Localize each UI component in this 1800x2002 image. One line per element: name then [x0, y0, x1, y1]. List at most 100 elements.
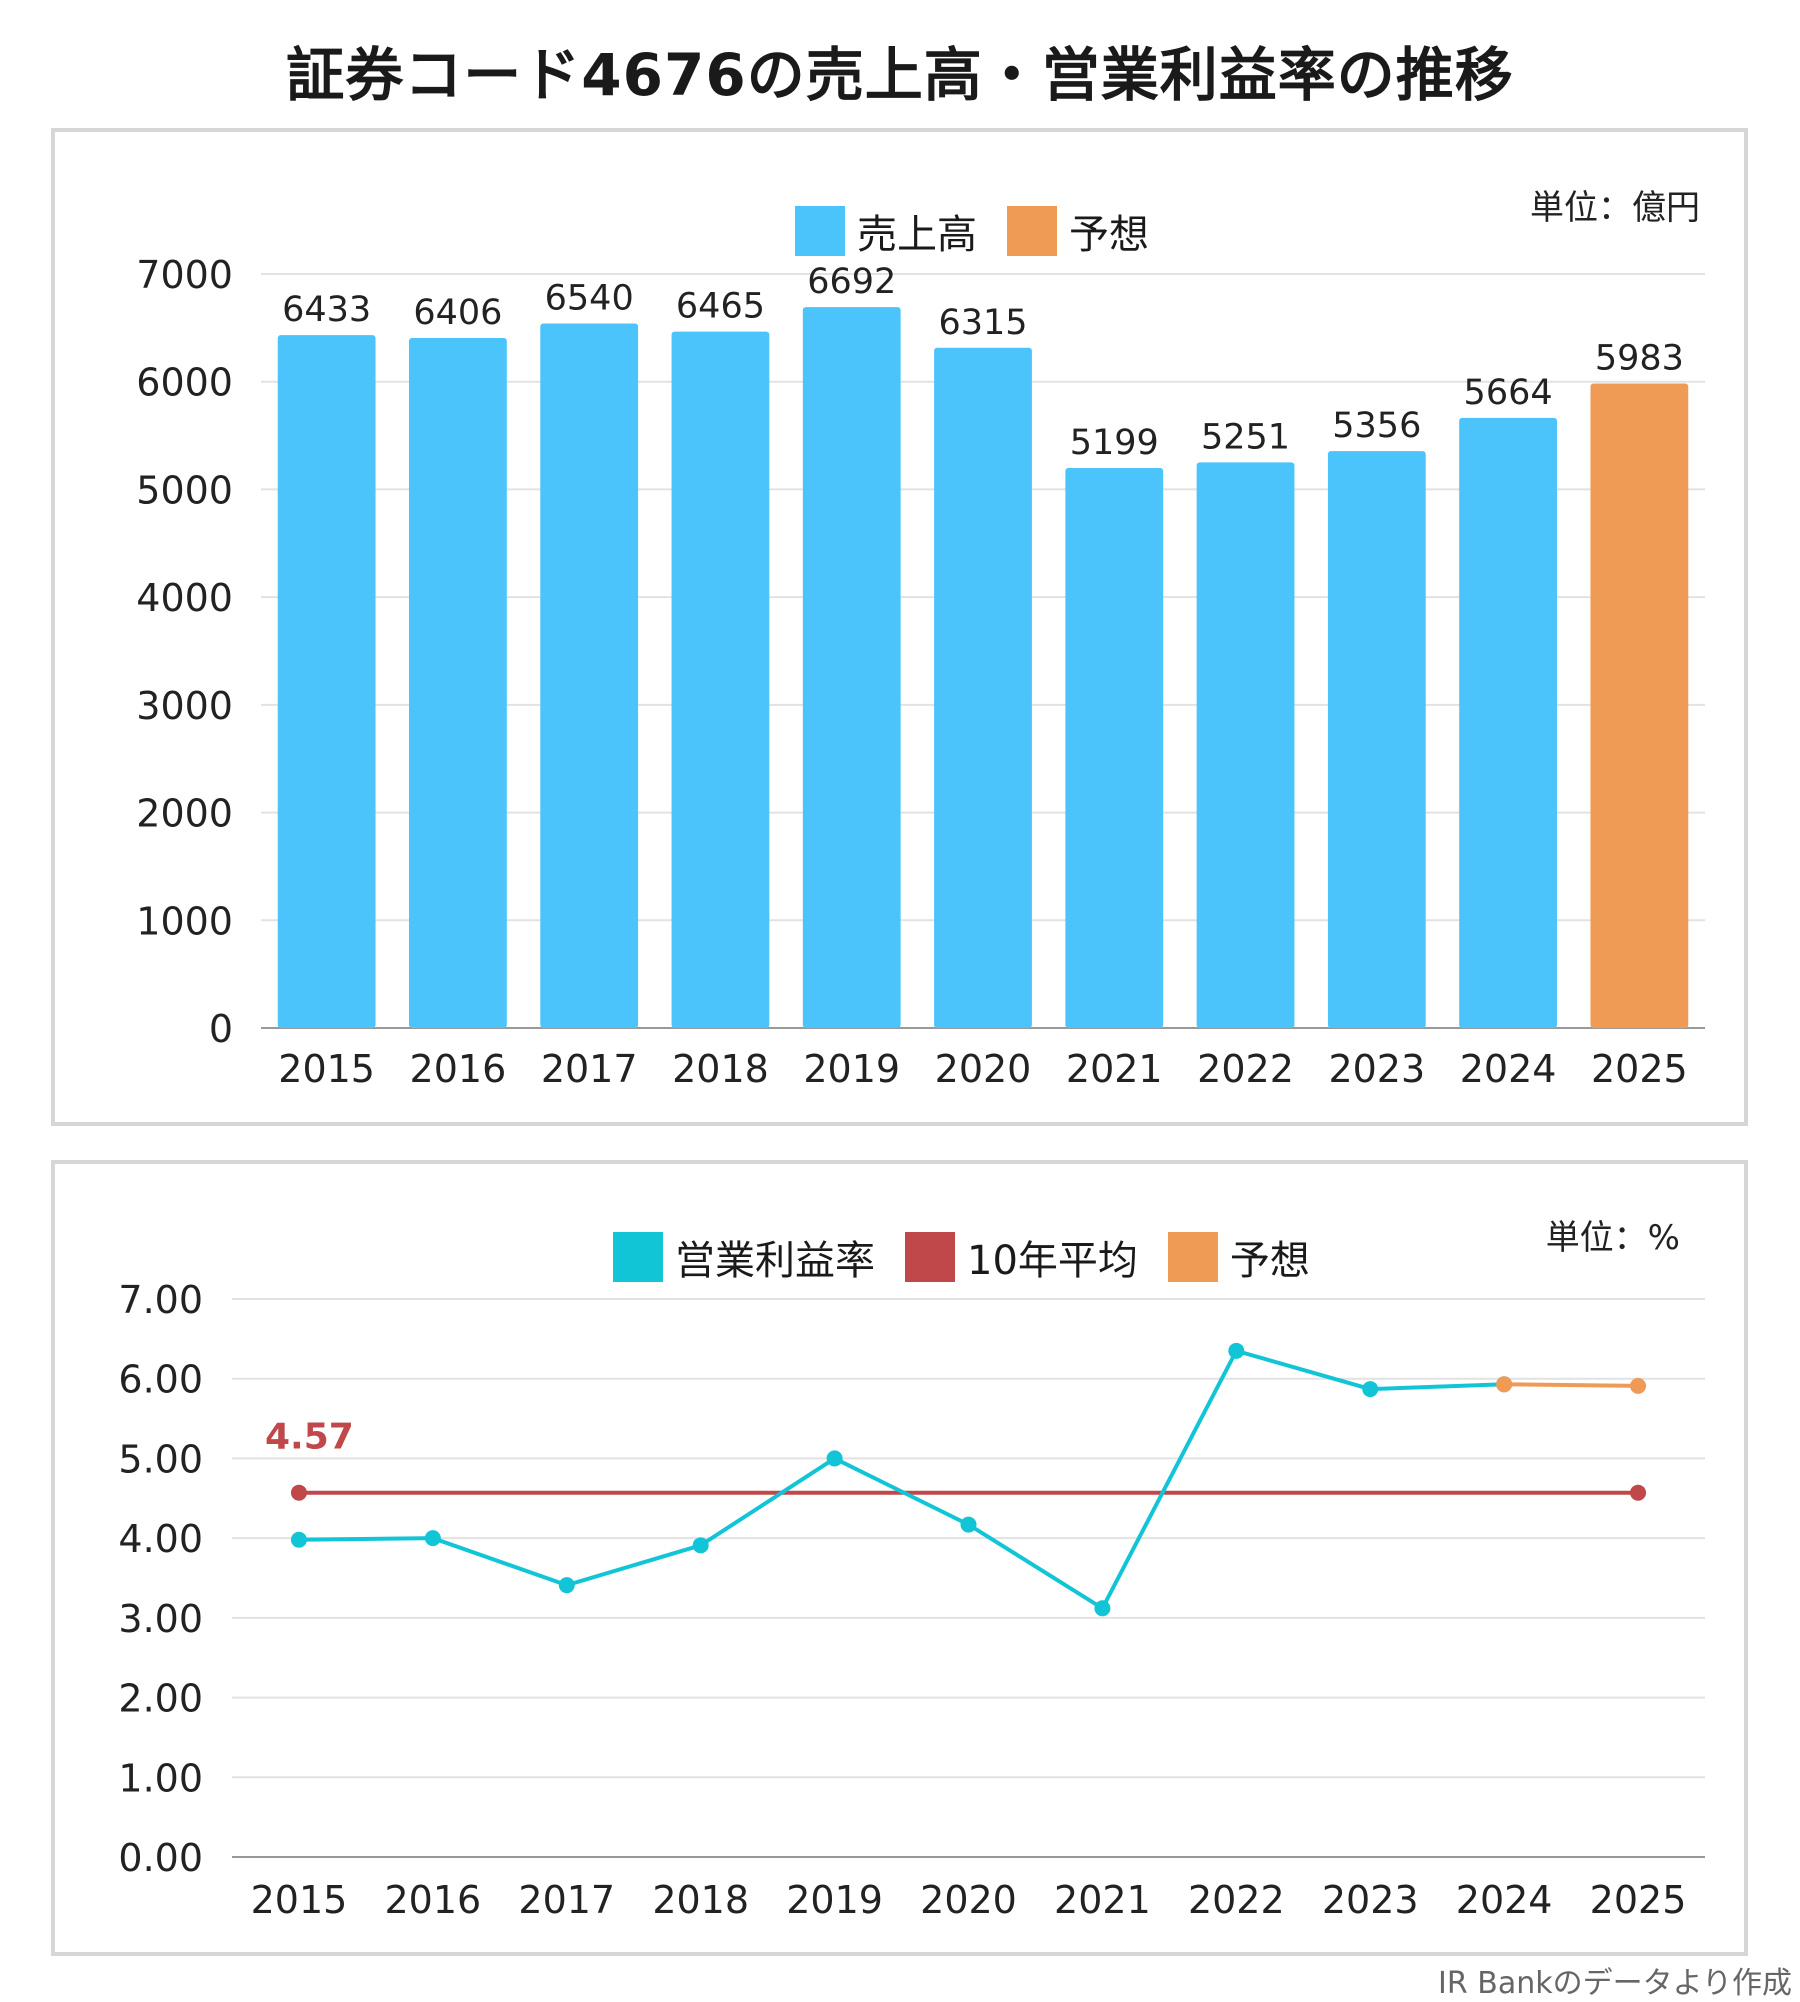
legend-label-average: 10年平均: [967, 1238, 1138, 1284]
x-tick-label: 2019: [786, 1878, 883, 1922]
y-tick-label: 4.00: [118, 1517, 203, 1561]
bar-value-label: 5983: [1595, 339, 1684, 379]
legend-label-forecast: 予想: [1069, 212, 1149, 258]
bar-value-label: 5199: [1070, 423, 1159, 463]
bar: [409, 337, 507, 1028]
sales-bar-chart: 0 1000 2000 3000 4000 5000 6000 7000 6433 2015 640…: [136, 253, 1705, 1091]
y-tick-label: 1000: [136, 899, 233, 943]
x-tick-label: 2023: [1322, 1878, 1419, 1922]
bar: [540, 323, 639, 1028]
bar-value-label: 6406: [413, 293, 502, 333]
chart-title: 証券コード4676の売上高・営業利益率の推移: [286, 41, 1514, 109]
bar: [802, 307, 901, 1028]
source-credit: IR Bankのデータより作成: [1438, 1966, 1792, 2001]
margin-line-chart: 0.00 1.00 2.00 3.00 4.00 5.00 6.00 7.00 2015 2016…: [118, 1278, 1705, 1922]
bar-value-label: 5356: [1332, 406, 1421, 446]
x-tick-label: 2020: [920, 1878, 1017, 1922]
y-tick-label: 7000: [136, 253, 233, 297]
legend-label-margin: 営業利益率: [675, 1238, 875, 1284]
legend-label-sales: 売上高: [857, 212, 977, 258]
y-tick-label: 0.00: [118, 1836, 203, 1880]
legend-label-forecast-line: 予想: [1229, 1238, 1310, 1284]
legend-swatch-forecast: [1007, 206, 1057, 256]
x-tick-label: 2021: [1066, 1047, 1163, 1091]
bar: [671, 331, 770, 1028]
bar: [1459, 417, 1557, 1029]
data-point: [558, 1577, 575, 1594]
x-tick-label: 2018: [672, 1047, 769, 1091]
y-tick-label: 3000: [136, 684, 233, 728]
data-point: [290, 1484, 307, 1501]
margin-chart-panel: 営業利益率 10年平均 予想 単位：% 0.00 1.00 2.00 3.00 4.00…: [51, 1160, 1748, 1956]
series-line-forecast: [1504, 1382, 1639, 1388]
y-tick-label: 0: [209, 1007, 233, 1051]
legend-item-forecast-line: 予想: [1167, 1228, 1310, 1286]
legend-swatch-sales: [795, 206, 845, 256]
bar-value-label: 5664: [1464, 373, 1553, 413]
y-tick-label: 6.00: [118, 1358, 203, 1402]
x-tick-label: 2017: [518, 1878, 615, 1922]
x-tick-label: 2022: [1197, 1047, 1294, 1091]
x-tick-label: 2024: [1460, 1047, 1557, 1091]
data-point: [424, 1530, 441, 1547]
data-point: [826, 1450, 843, 1467]
data-point: [290, 1531, 307, 1548]
y-tick-label: 5000: [136, 468, 233, 512]
x-tick-label: 2022: [1188, 1878, 1285, 1922]
sales-chart-panel: 売上高 予想 単位：億円 0 1000 2000 3000 4000 5000 6000 70…: [51, 128, 1748, 1126]
bar: [1327, 451, 1426, 1028]
sales-legend: 売上高 予想: [795, 202, 1179, 260]
series-line-margin: [298, 1348, 1505, 1612]
bar: [1196, 462, 1295, 1028]
x-tick-label: 2025: [1591, 1047, 1688, 1091]
y-tick-label: 4000: [136, 576, 233, 620]
legend-item-margin: 営業利益率: [613, 1228, 875, 1286]
y-tick-label: 3.00: [118, 1597, 203, 1641]
bar-value-label: 6315: [938, 303, 1027, 343]
margin-unit-label: 単位：%: [1545, 1218, 1680, 1258]
data-point: [1630, 1377, 1647, 1394]
legend-item-sales: 売上高: [795, 202, 977, 260]
x-tick-label: 2020: [935, 1047, 1032, 1091]
x-tick-label: 2017: [541, 1047, 638, 1091]
legend-swatch-forecast-line: [1167, 1232, 1218, 1282]
data-point: [1630, 1484, 1647, 1501]
y-tick-label: 6000: [136, 361, 233, 405]
y-tick-label: 2.00: [118, 1677, 203, 1721]
bar-value-label: 6540: [545, 279, 634, 319]
x-tick-label: 2021: [1054, 1878, 1151, 1922]
legend-swatch-margin: [613, 1232, 663, 1282]
bar-value-label: 5251: [1201, 417, 1290, 457]
data-point: [1228, 1342, 1245, 1359]
margin-legend: 営業利益率 10年平均 予想: [613, 1228, 1340, 1286]
y-tick-label: 7.00: [118, 1278, 203, 1322]
bar: [1065, 467, 1164, 1029]
x-tick-label: 2023: [1328, 1047, 1425, 1091]
x-tick-label: 2024: [1456, 1878, 1553, 1922]
y-tick-label: 5.00: [118, 1437, 203, 1481]
x-tick-label: 2018: [652, 1878, 749, 1922]
bar-value-label: 6433: [282, 290, 371, 330]
x-tick-label: 2016: [385, 1878, 482, 1922]
bar-value-label: 6692: [807, 262, 896, 302]
bar: [934, 347, 1032, 1028]
legend-item-average: 10年平均: [905, 1228, 1138, 1286]
average-value-label: 4.57: [265, 1417, 354, 1458]
x-tick-label: 2015: [251, 1878, 348, 1922]
x-tick-label: 2019: [803, 1047, 900, 1091]
y-tick-label: 1.00: [118, 1756, 203, 1800]
data-point: [1496, 1376, 1513, 1393]
legend-swatch-average: [905, 1232, 955, 1282]
x-tick-label: 2015: [278, 1047, 375, 1091]
y-tick-label: 2000: [136, 792, 233, 836]
data-point: [1094, 1600, 1111, 1617]
bar: [277, 335, 376, 1029]
sales-unit-label: 単位：億円: [1530, 188, 1700, 228]
data-point: [1362, 1381, 1379, 1398]
x-tick-label: 2025: [1590, 1878, 1687, 1922]
x-tick-label: 2016: [410, 1047, 507, 1091]
data-point: [960, 1516, 977, 1533]
bar-value-label: 6465: [676, 287, 765, 327]
bar: [1590, 383, 1689, 1028]
legend-item-forecast: 予想: [1007, 202, 1149, 260]
